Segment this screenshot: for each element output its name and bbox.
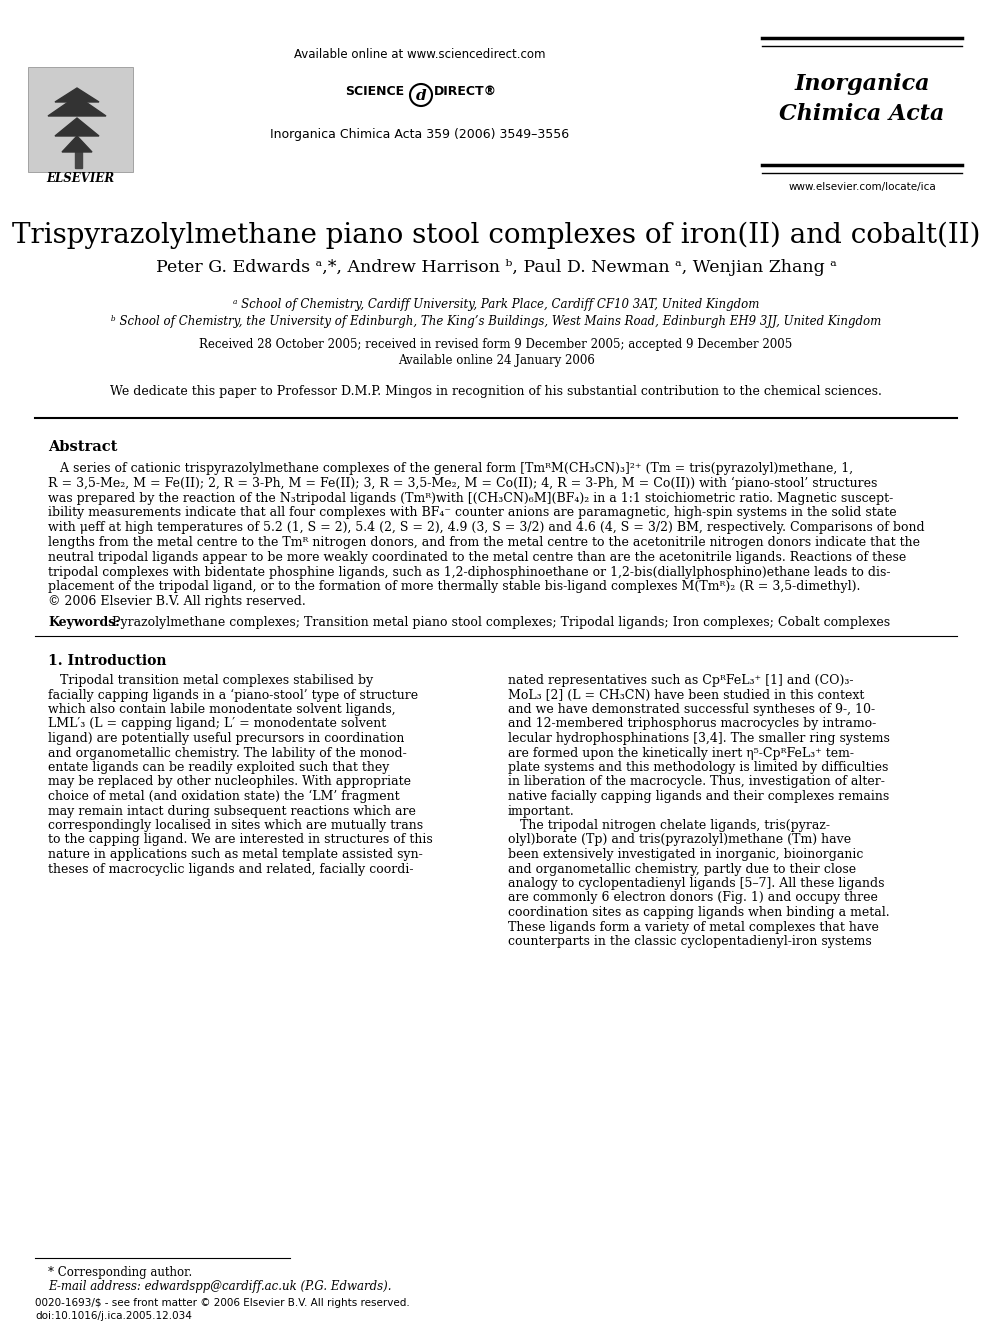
Text: www.elsevier.com/locate/ica: www.elsevier.com/locate/ica: [788, 183, 935, 192]
Bar: [28, 67, 133, 172]
Text: LML′₃ (L = capping ligand; L′ = monodentate solvent: LML′₃ (L = capping ligand; L′ = monodent…: [48, 717, 386, 730]
Text: ligand) are potentially useful precursors in coordination: ligand) are potentially useful precursor…: [48, 732, 405, 745]
Polygon shape: [55, 118, 99, 136]
Text: MoL₃ [2] (L = CH₃CN) have been studied in this context: MoL₃ [2] (L = CH₃CN) have been studied i…: [508, 688, 864, 701]
Text: facially capping ligands in a ‘piano-stool’ type of structure: facially capping ligands in a ‘piano-sto…: [48, 688, 418, 701]
Text: Keywords:: Keywords:: [48, 617, 120, 628]
Text: Peter G. Edwards ᵃ,*, Andrew Harrison ᵇ, Paul D. Newman ᵃ, Wenjian Zhang ᵃ: Peter G. Edwards ᵃ,*, Andrew Harrison ᵇ,…: [156, 259, 836, 277]
Text: ᵇ School of Chemistry, the University of Edinburgh, The King’s Buildings, West M: ᵇ School of Chemistry, the University of…: [111, 315, 881, 328]
Text: important.: important.: [508, 804, 574, 818]
Text: nature in applications such as metal template assisted syn-: nature in applications such as metal tem…: [48, 848, 423, 861]
Text: Trispyrazolylmethane piano stool complexes of iron(II) and cobalt(II): Trispyrazolylmethane piano stool complex…: [12, 222, 980, 249]
Polygon shape: [55, 89, 99, 102]
Text: native facially capping ligands and their complexes remains: native facially capping ligands and thei…: [508, 790, 889, 803]
Text: in liberation of the macrocycle. Thus, investigation of alter-: in liberation of the macrocycle. Thus, i…: [508, 775, 885, 789]
Polygon shape: [62, 136, 92, 152]
Text: ᵃ School of Chemistry, Cardiff University, Park Place, Cardiff CF10 3AT, United : ᵃ School of Chemistry, Cardiff Universit…: [233, 298, 759, 311]
Text: doi:10.1016/j.ica.2005.12.034: doi:10.1016/j.ica.2005.12.034: [35, 1311, 191, 1320]
Text: ibility measurements indicate that all four complexes with BF₄⁻ counter anions a: ibility measurements indicate that all f…: [48, 507, 897, 520]
Text: E-mail address: edwardspp@cardiff.ac.uk (P.G. Edwards).: E-mail address: edwardspp@cardiff.ac.uk …: [48, 1279, 392, 1293]
Text: d: d: [416, 89, 427, 103]
Text: analogy to cyclopentadienyl ligands [5–7]. All these ligands: analogy to cyclopentadienyl ligands [5–7…: [508, 877, 885, 890]
Text: and organometallic chemistry, partly due to their close: and organometallic chemistry, partly due…: [508, 863, 856, 876]
Text: and organometallic chemistry. The lability of the monod-: and organometallic chemistry. The labili…: [48, 746, 407, 759]
Text: plate systems and this methodology is limited by difficulties: plate systems and this methodology is li…: [508, 761, 889, 774]
Text: nated representatives such as CpᴿFeL₃⁺ [1] and (CO)₃-: nated representatives such as CpᴿFeL₃⁺ […: [508, 673, 853, 687]
Text: lecular hydrophosphinations [3,4]. The smaller ring systems: lecular hydrophosphinations [3,4]. The s…: [508, 732, 890, 745]
Text: may be replaced by other nucleophiles. With appropriate: may be replaced by other nucleophiles. W…: [48, 775, 411, 789]
Text: counterparts in the classic cyclopentadienyl-iron systems: counterparts in the classic cyclopentadi…: [508, 935, 872, 949]
Text: Available online at www.sciencedirect.com: Available online at www.sciencedirect.co…: [295, 48, 546, 61]
Text: which also contain labile monodentate solvent ligands,: which also contain labile monodentate so…: [48, 703, 396, 716]
Polygon shape: [48, 97, 106, 116]
Text: These ligands form a variety of metal complexes that have: These ligands form a variety of metal co…: [508, 921, 879, 934]
Text: been extensively investigated in inorganic, bioinorganic: been extensively investigated in inorgan…: [508, 848, 863, 861]
Text: SCIENCE: SCIENCE: [345, 85, 405, 98]
Text: Received 28 October 2005; received in revised form 9 December 2005; accepted 9 D: Received 28 October 2005; received in re…: [199, 337, 793, 351]
Text: tripodal complexes with bidentate phosphine ligands, such as 1,2-diphosphinoetha: tripodal complexes with bidentate phosph…: [48, 566, 891, 578]
Text: Abstract: Abstract: [48, 441, 117, 454]
Text: may remain intact during subsequent reactions which are: may remain intact during subsequent reac…: [48, 804, 416, 818]
Text: olyl)borate (Tp) and tris(pyrazolyl)methane (Tm) have: olyl)borate (Tp) and tris(pyrazolyl)meth…: [508, 833, 851, 847]
Text: A series of cationic trispyrazolylmethane complexes of the general form [TmᴿM(CH: A series of cationic trispyrazolylmethan…: [48, 462, 853, 475]
Text: correspondingly localised in sites which are mutually trans: correspondingly localised in sites which…: [48, 819, 424, 832]
Text: are commonly 6 electron donors (Fig. 1) and occupy three: are commonly 6 electron donors (Fig. 1) …: [508, 892, 878, 905]
Text: R = 3,5-Me₂, M = Fe(II); 2, R = 3-Ph, M = Fe(II); 3, R = 3,5-Me₂, M = Co(II); 4,: R = 3,5-Me₂, M = Fe(II); 2, R = 3-Ph, M …: [48, 476, 877, 490]
Text: Inorganica Chimica Acta 359 (2006) 3549–3556: Inorganica Chimica Acta 359 (2006) 3549–…: [271, 128, 569, 142]
Text: DIRECT®: DIRECT®: [434, 85, 497, 98]
Text: and we have demonstrated successful syntheses of 9-, 10-: and we have demonstrated successful synt…: [508, 703, 875, 716]
Text: was prepared by the reaction of the N₃tripodal ligands (Tmᴿ)with [(CH₃CN)₆M](BF₄: was prepared by the reaction of the N₃tr…: [48, 492, 893, 504]
Text: * Corresponding author.: * Corresponding author.: [48, 1266, 192, 1279]
Text: entate ligands can be readily exploited such that they: entate ligands can be readily exploited …: [48, 761, 390, 774]
Text: are formed upon the kinetically inert η⁵-CpᴿFeL₃⁺ tem-: are formed upon the kinetically inert η⁵…: [508, 746, 854, 759]
Text: Chimica Acta: Chimica Acta: [780, 103, 944, 124]
Bar: [75, 149, 82, 168]
Text: choice of metal (and oxidation state) the ‘LM’ fragment: choice of metal (and oxidation state) th…: [48, 790, 400, 803]
Text: to the capping ligand. We are interested in structures of this: to the capping ligand. We are interested…: [48, 833, 433, 847]
Text: ELSEVIER: ELSEVIER: [46, 172, 114, 185]
Text: We dedicate this paper to Professor D.M.P. Mingos in recognition of his substant: We dedicate this paper to Professor D.M.…: [110, 385, 882, 398]
Text: Pyrazolylmethane complexes; Transition metal piano stool complexes; Tripodal lig: Pyrazolylmethane complexes; Transition m…: [112, 617, 890, 628]
Text: neutral tripodal ligands appear to be more weakly coordinated to the metal centr: neutral tripodal ligands appear to be mo…: [48, 550, 907, 564]
Text: with μeff at high temperatures of 5.2 (1, S = 2), 5.4 (2, S = 2), 4.9 (3, S = 3/: with μeff at high temperatures of 5.2 (1…: [48, 521, 925, 534]
Text: Inorganica: Inorganica: [795, 73, 930, 95]
Text: 1. Introduction: 1. Introduction: [48, 654, 167, 668]
Text: lengths from the metal centre to the Tmᴿ nitrogen donors, and from the metal cen: lengths from the metal centre to the Tmᴿ…: [48, 536, 920, 549]
Text: © 2006 Elsevier B.V. All rights reserved.: © 2006 Elsevier B.V. All rights reserved…: [48, 595, 306, 609]
Text: theses of macrocyclic ligands and related, facially coordi-: theses of macrocyclic ligands and relate…: [48, 863, 414, 876]
Text: placement of the tripodal ligand, or to the formation of more thermally stable b: placement of the tripodal ligand, or to …: [48, 581, 860, 594]
Text: The tripodal nitrogen chelate ligands, tris(pyraz-: The tripodal nitrogen chelate ligands, t…: [508, 819, 830, 832]
Text: coordination sites as capping ligands when binding a metal.: coordination sites as capping ligands wh…: [508, 906, 890, 919]
Text: Available online 24 January 2006: Available online 24 January 2006: [398, 355, 594, 366]
Text: and 12-membered triphosphorus macrocycles by intramo-: and 12-membered triphosphorus macrocycle…: [508, 717, 876, 730]
Text: Tripodal transition metal complexes stabilised by: Tripodal transition metal complexes stab…: [48, 673, 373, 687]
Text: 0020-1693/$ - see front matter © 2006 Elsevier B.V. All rights reserved.: 0020-1693/$ - see front matter © 2006 El…: [35, 1298, 410, 1308]
